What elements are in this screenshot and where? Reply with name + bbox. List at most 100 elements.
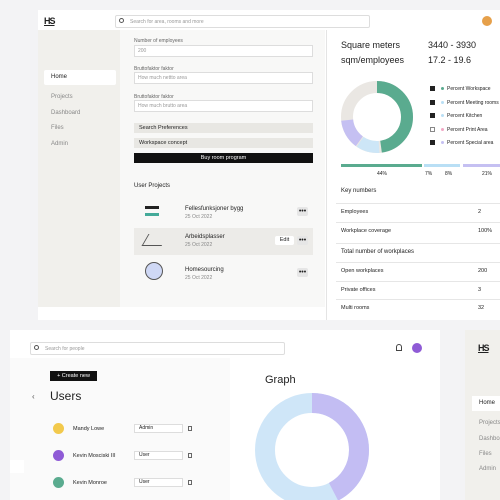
donut-seg	[341, 81, 413, 153]
avatar[interactable]	[412, 343, 422, 353]
percent: 7%	[425, 171, 433, 177]
user-avatar	[53, 450, 64, 461]
more-button[interactable]: •••	[297, 268, 308, 277]
graph-title: Graph	[265, 374, 296, 386]
checkbox[interactable]	[430, 126, 435, 132]
graph-donut	[255, 393, 369, 500]
row-label: Private offices	[341, 286, 376, 293]
nav-item[interactable]: Dashboard	[479, 436, 500, 442]
percent: 8%	[445, 171, 453, 177]
row-label: Workplace coverage	[341, 227, 392, 234]
checkbox[interactable]	[430, 86, 435, 91]
user-name: Kevin Monroe	[73, 480, 107, 486]
legend-label: Percent Print Area	[447, 126, 488, 133]
tab	[10, 460, 24, 473]
create-button[interactable]: + Create new	[50, 371, 97, 381]
project-icon	[145, 262, 163, 280]
delete-icon[interactable]	[188, 480, 192, 485]
nav-item[interactable]: Files	[51, 125, 64, 131]
project-icon	[145, 206, 159, 216]
project-name: Fellesfunksjoner bygg	[185, 206, 244, 212]
legend-dot	[441, 114, 444, 117]
summary-label: Square meters	[341, 40, 401, 50]
row-line	[336, 280, 500, 282]
user-avatar	[53, 423, 64, 434]
buy-button[interactable]: Buy room program	[134, 153, 313, 163]
search-input[interactable]: Search for area, rooms and more	[115, 15, 370, 28]
workspace-concept[interactable]: Workspace concept	[134, 138, 313, 148]
role-select[interactable]: User	[134, 478, 183, 487]
nav-item[interactable]: Projects	[51, 94, 73, 100]
legend-dot	[441, 141, 444, 144]
row-line	[336, 262, 500, 263]
edit-button[interactable]: Edit	[275, 236, 294, 245]
search-icon	[34, 345, 39, 350]
avatar[interactable]	[482, 16, 492, 26]
search-icon	[119, 18, 124, 23]
checkbox[interactable]	[430, 140, 435, 145]
nav-active	[472, 396, 500, 411]
row-line	[336, 243, 500, 244]
more-button[interactable]: •••	[297, 207, 308, 216]
nav-active	[44, 70, 116, 85]
search-preferences[interactable]: Search Preferences	[134, 123, 313, 133]
nav-item[interactable]: Home	[479, 400, 496, 406]
row-value: 32	[478, 305, 485, 311]
logo: HS	[44, 16, 55, 26]
legend-label: Percent Workspace	[447, 86, 491, 92]
more-button[interactable]: •••	[297, 236, 308, 245]
donut-seg	[341, 81, 413, 153]
role-select[interactable]: User	[134, 451, 183, 460]
field-label: Bruttofaktor faktor	[134, 94, 174, 100]
row-label: Employees	[341, 209, 369, 215]
delete-icon[interactable]	[188, 453, 192, 458]
bell-icon[interactable]	[396, 344, 402, 351]
project-date: 25 Oct 2022	[185, 242, 213, 248]
checkbox[interactable]	[430, 113, 435, 118]
role-select[interactable]: Admin	[134, 424, 183, 433]
section-title: Total number of workplaces	[341, 249, 415, 255]
bar-seg	[463, 164, 500, 167]
users-title: Users	[50, 389, 82, 403]
percent: 44%	[377, 171, 388, 177]
section-title: Key numbers	[341, 188, 377, 194]
user-name: Mandy Lowe	[73, 426, 105, 432]
row-value: 100%	[478, 227, 493, 234]
nav-item[interactable]: Files	[479, 451, 492, 457]
percent: 21%	[482, 171, 493, 177]
nav-item[interactable]: Home	[51, 74, 68, 80]
project-name: Arbeidsplasser	[185, 234, 225, 240]
users-column	[10, 358, 230, 500]
field-input[interactable]: How much brutto area	[134, 100, 313, 112]
nav-item[interactable]: Projects	[479, 420, 500, 426]
legend-label: Percent Kitchen	[447, 113, 483, 119]
search-input[interactable]: Search for people	[30, 342, 285, 355]
legend-dot	[441, 100, 444, 104]
legend-dot	[441, 87, 444, 90]
row-value: 3	[478, 286, 482, 293]
donut	[341, 81, 413, 153]
nav-item[interactable]: Admin	[479, 466, 497, 472]
project-date: 25 Oct 2022	[185, 275, 213, 281]
nav-item[interactable]: Admin	[51, 141, 69, 147]
bar-seg	[341, 164, 422, 167]
user-name: Kevin Mosciski III	[73, 453, 116, 459]
nav-item[interactable]: Dashboard	[51, 110, 81, 116]
field-input[interactable]: 200	[134, 45, 313, 57]
field-input[interactable]: How much nettto area	[134, 72, 313, 84]
row-label: Multi rooms	[341, 305, 370, 311]
divider	[326, 30, 327, 320]
donut-seg	[255, 393, 369, 500]
back-chevron[interactable]: ‹	[32, 392, 35, 401]
row-value: 200	[478, 268, 488, 274]
user-avatar	[53, 477, 64, 488]
row-line	[336, 203, 500, 204]
delete-icon[interactable]	[188, 426, 192, 431]
logo: HS	[478, 343, 489, 353]
checkbox[interactable]	[430, 99, 435, 105]
summary-value: 3440 - 3930	[428, 40, 477, 50]
project-date: 25 Oct 2022	[185, 214, 213, 220]
row-label: Open workplaces	[341, 268, 384, 274]
field-label: Number of employees	[134, 38, 183, 44]
